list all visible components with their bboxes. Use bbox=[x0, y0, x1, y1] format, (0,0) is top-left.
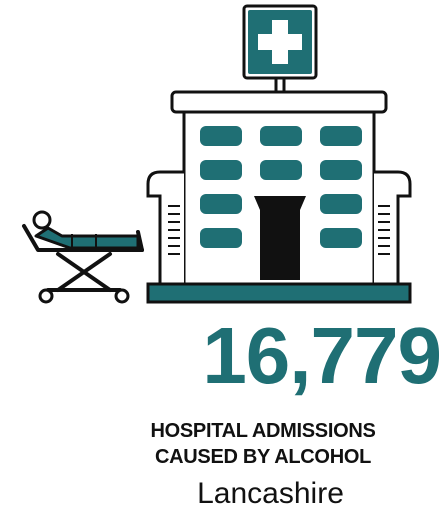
admissions-caption: HOSPITAL ADMISSIONS CAUSED BY ALCOHOL bbox=[93, 418, 433, 470]
hospital-illustration bbox=[22, 4, 412, 304]
caption-line-1: HOSPITAL ADMISSIONS bbox=[150, 420, 376, 442]
admissions-count: 16,779 bbox=[202, 311, 441, 400]
stretcher-icon bbox=[22, 210, 144, 304]
region-name: Lancashire bbox=[197, 477, 344, 510]
caption-line-2: CAUSED BY ALCOHOL bbox=[154, 446, 372, 468]
hospital-icon bbox=[146, 90, 412, 304]
hospital-sign-icon bbox=[242, 4, 318, 94]
